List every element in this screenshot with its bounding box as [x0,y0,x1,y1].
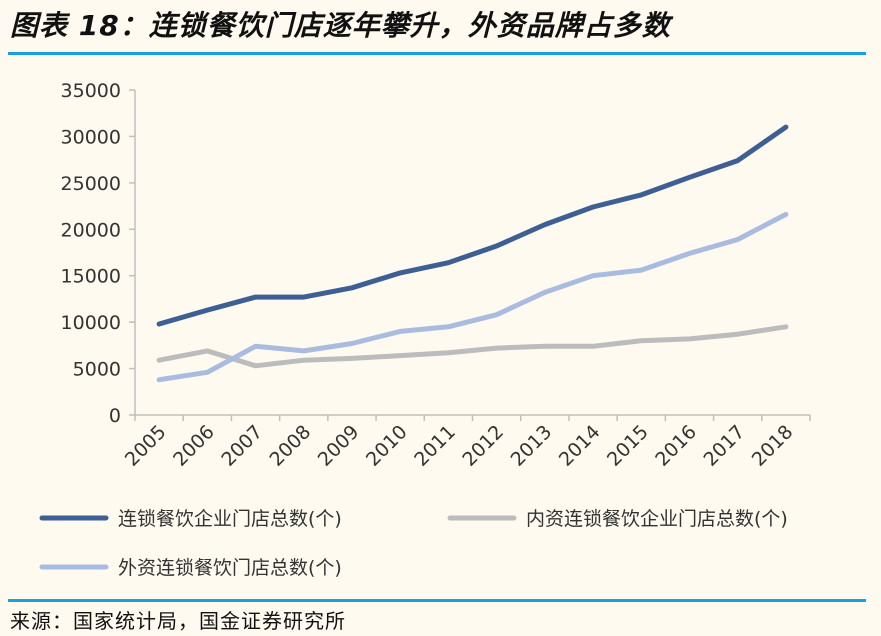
line-chart: 0 5000 10000 15000 20000 25000 30000 35000 2005… [39,80,811,579]
y-tick-label: 30000 [61,126,121,148]
top-rule [8,52,866,55]
series-line [156,211,789,383]
x-tick-label: 2015 [603,421,653,471]
legend-label: 外资连锁餐饮门店总数(个) [118,557,342,579]
y-tick-label: 20000 [61,219,121,241]
x-axis: 2005200620072008200920102011201220132014… [121,414,811,471]
x-tick-label: 2013 [507,421,557,471]
x-tick-label: 2008 [266,421,316,471]
x-tick-label: 2010 [362,421,412,471]
x-tick-label: 2012 [458,421,508,471]
y-axis: 0 5000 10000 15000 20000 25000 30000 35000 [61,80,136,427]
source-note: 来源：国家统计局，国金证券研究所 [10,609,346,633]
legend-label: 内资连锁餐饮企业门店总数(个) [526,508,788,530]
legend: 连锁餐饮企业门店总数(个) 内资连锁餐饮企业门店总数(个) 外资连锁餐饮门店总数(个… [39,508,788,579]
x-tick-label: 2018 [748,421,798,471]
y-tick-label: 5000 [73,359,121,381]
series-lines [156,124,789,383]
x-tick-label: 2016 [651,421,701,471]
y-tick-label: 35000 [61,80,121,102]
series-line [156,124,789,327]
x-tick-label: 2006 [169,421,219,471]
x-tick-label: 2017 [699,421,749,471]
series-line [156,324,789,369]
x-tick-label: 2005 [121,421,171,471]
x-tick-label: 2011 [410,421,460,471]
y-tick-label: 25000 [61,173,121,195]
x-tick-label: 2007 [217,421,267,471]
x-tick-label: 2014 [555,421,605,471]
x-tick-label: 2009 [314,421,364,471]
legend-label: 连锁餐饮企业门店总数(个) [118,508,342,530]
y-tick-label: 15000 [61,266,121,288]
y-tick-label: 10000 [61,312,121,334]
bottom-rule [8,599,866,602]
y-tick-label: 0 [109,405,121,427]
chart-title: 图表 18：连锁餐饮门店逐年攀升，外资品牌占多数 [10,9,671,42]
